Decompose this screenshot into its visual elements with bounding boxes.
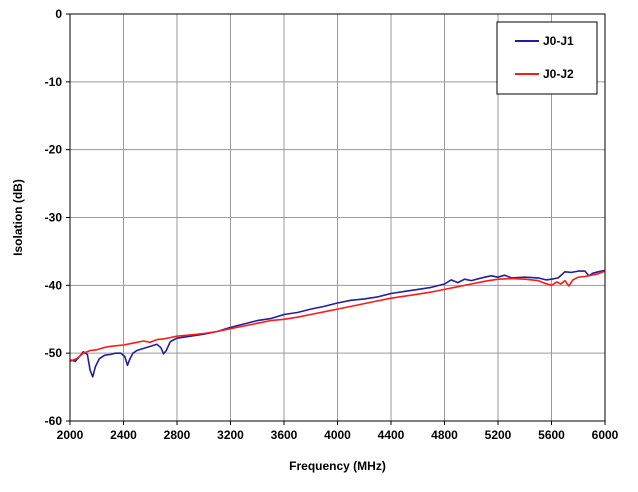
x-tick-label: 5600 — [538, 428, 565, 442]
legend: J0-J1 J0-J2 — [496, 21, 598, 95]
series-line-j0-j2 — [69, 270, 606, 363]
x-tick-label: 4400 — [378, 428, 405, 442]
y-tick-label: -30 — [45, 211, 63, 225]
y-tick-label: -20 — [45, 143, 63, 157]
x-tick-label: 3200 — [217, 428, 244, 442]
x-tick-label: 5200 — [485, 428, 512, 442]
x-tick-label: 3600 — [271, 428, 298, 442]
y-tick-label: -60 — [45, 414, 63, 428]
x-tick-label: 2800 — [164, 428, 191, 442]
x-tick-label: 2400 — [110, 428, 137, 442]
series-lines — [69, 269, 606, 378]
x-tick-label: 4800 — [431, 428, 458, 442]
tick-labels: 2000 2400 2800 3200 3600 4000 4400 4800 5200 5600… — [45, 7, 619, 442]
legend-label-j0-j1: J0-J1 — [543, 34, 574, 48]
y-axis-title: Isolation (dB) — [11, 179, 25, 256]
series-line-j0-j1 — [69, 269, 606, 378]
x-tick-label: 2000 — [57, 428, 84, 442]
y-tick-label: -50 — [45, 346, 63, 360]
y-tick-label: -10 — [45, 75, 63, 89]
y-tick-label: 0 — [55, 7, 62, 21]
x-tick-label: 4000 — [324, 428, 351, 442]
legend-label-j0-j2: J0-J2 — [543, 67, 574, 81]
y-tick-label: -40 — [45, 278, 63, 292]
legend-box — [496, 21, 598, 95]
x-axis-title: Frequency (MHz) — [289, 459, 386, 473]
x-tick-label: 6000 — [592, 428, 619, 442]
